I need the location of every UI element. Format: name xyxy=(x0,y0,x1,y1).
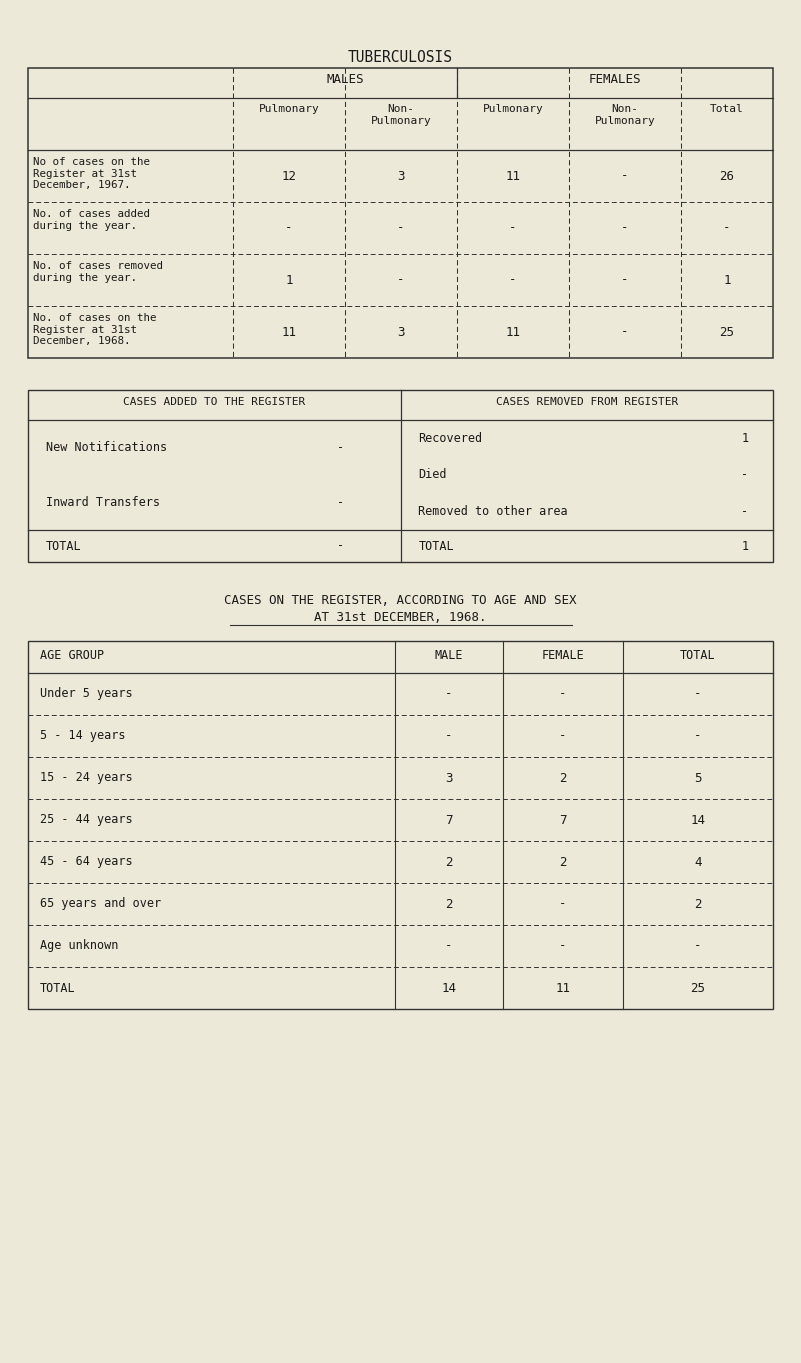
Text: -: - xyxy=(445,729,453,743)
Text: FEMALE: FEMALE xyxy=(541,649,585,662)
Text: 14: 14 xyxy=(690,814,706,826)
Text: 1: 1 xyxy=(285,274,292,286)
Text: 14: 14 xyxy=(441,981,457,995)
Text: TOTAL: TOTAL xyxy=(418,540,454,552)
Text: 2: 2 xyxy=(559,771,567,785)
Text: TUBERCULOSIS: TUBERCULOSIS xyxy=(348,50,453,65)
Text: FEMALES: FEMALES xyxy=(589,74,642,86)
Text: AGE GROUP: AGE GROUP xyxy=(40,649,104,662)
Text: 45 - 64 years: 45 - 64 years xyxy=(40,856,133,868)
Text: Under 5 years: Under 5 years xyxy=(40,687,133,701)
Text: CASES ON THE REGISTER, ACCORDING TO AGE AND SEX: CASES ON THE REGISTER, ACCORDING TO AGE … xyxy=(223,594,576,607)
Text: Non-
Pulmonary: Non- Pulmonary xyxy=(594,104,655,125)
Text: 5 - 14 years: 5 - 14 years xyxy=(40,729,126,743)
Text: No. of cases added
during the year.: No. of cases added during the year. xyxy=(33,209,150,230)
Text: 25: 25 xyxy=(690,981,706,995)
Text: 11: 11 xyxy=(281,326,296,338)
Text: 4: 4 xyxy=(694,856,702,868)
Text: CASES ADDED TO THE REGISTER: CASES ADDED TO THE REGISTER xyxy=(123,397,305,408)
Text: MALES: MALES xyxy=(326,74,364,86)
Text: -: - xyxy=(337,442,344,454)
Text: -: - xyxy=(397,274,405,286)
Text: Inward Transfers: Inward Transfers xyxy=(46,496,160,508)
Text: No. of cases removed
during the year.: No. of cases removed during the year. xyxy=(33,260,163,282)
Text: 11: 11 xyxy=(505,169,521,183)
Text: 1: 1 xyxy=(742,540,749,552)
Text: -: - xyxy=(337,540,344,552)
Text: -: - xyxy=(723,222,731,234)
Text: -: - xyxy=(622,169,629,183)
Text: -: - xyxy=(622,326,629,338)
Text: 2: 2 xyxy=(445,897,453,910)
Text: 3: 3 xyxy=(397,169,405,183)
Text: -: - xyxy=(694,939,702,953)
Text: 2: 2 xyxy=(694,897,702,910)
Text: -: - xyxy=(509,274,517,286)
Text: 11: 11 xyxy=(556,981,570,995)
Text: MALE: MALE xyxy=(435,649,463,662)
Text: -: - xyxy=(622,274,629,286)
Text: 1: 1 xyxy=(723,274,731,286)
Text: -: - xyxy=(285,222,292,234)
Text: -: - xyxy=(742,506,749,518)
Text: Total: Total xyxy=(710,104,744,114)
Text: Pulmonary: Pulmonary xyxy=(259,104,320,114)
Text: 26: 26 xyxy=(719,169,735,183)
Text: TOTAL: TOTAL xyxy=(46,540,82,552)
Text: 7: 7 xyxy=(559,814,567,826)
Text: -: - xyxy=(445,939,453,953)
Text: -: - xyxy=(397,222,405,234)
Text: 2: 2 xyxy=(445,856,453,868)
Text: 3: 3 xyxy=(445,771,453,785)
Text: Pulmonary: Pulmonary xyxy=(483,104,543,114)
Bar xyxy=(28,390,773,562)
Text: TOTAL: TOTAL xyxy=(40,981,75,995)
Text: Died: Died xyxy=(418,469,447,481)
Bar xyxy=(28,68,773,358)
Text: 25 - 44 years: 25 - 44 years xyxy=(40,814,133,826)
Text: 5: 5 xyxy=(694,771,702,785)
Text: No. of cases on the
Register at 31st
December, 1968.: No. of cases on the Register at 31st Dec… xyxy=(33,313,156,346)
Text: CASES REMOVED FROM REGISTER: CASES REMOVED FROM REGISTER xyxy=(496,397,678,408)
Text: 2: 2 xyxy=(559,856,567,868)
Text: Recovered: Recovered xyxy=(418,432,483,444)
Text: 12: 12 xyxy=(281,169,296,183)
Text: 3: 3 xyxy=(397,326,405,338)
Text: -: - xyxy=(742,469,749,481)
Text: -: - xyxy=(559,939,567,953)
Text: 1: 1 xyxy=(742,432,749,444)
Text: New Notifications: New Notifications xyxy=(46,442,167,454)
Text: No of cases on the
Register at 31st
December, 1967.: No of cases on the Register at 31st Dece… xyxy=(33,157,150,191)
Text: -: - xyxy=(445,687,453,701)
Text: Non-
Pulmonary: Non- Pulmonary xyxy=(371,104,432,125)
Text: 65 years and over: 65 years and over xyxy=(40,897,161,910)
Text: -: - xyxy=(559,687,567,701)
Text: -: - xyxy=(509,222,517,234)
Text: -: - xyxy=(559,897,567,910)
Text: 25: 25 xyxy=(719,326,735,338)
Text: TOTAL: TOTAL xyxy=(680,649,716,662)
Text: -: - xyxy=(622,222,629,234)
Text: Age unknown: Age unknown xyxy=(40,939,119,953)
Text: -: - xyxy=(337,496,344,508)
Text: -: - xyxy=(559,729,567,743)
Text: 7: 7 xyxy=(445,814,453,826)
Text: -: - xyxy=(694,687,702,701)
Text: Removed to other area: Removed to other area xyxy=(418,506,568,518)
Text: 11: 11 xyxy=(505,326,521,338)
Bar xyxy=(28,641,773,1009)
Text: AT 31st DECEMBER, 1968.: AT 31st DECEMBER, 1968. xyxy=(314,611,486,624)
Text: -: - xyxy=(694,729,702,743)
Text: 15 - 24 years: 15 - 24 years xyxy=(40,771,133,785)
